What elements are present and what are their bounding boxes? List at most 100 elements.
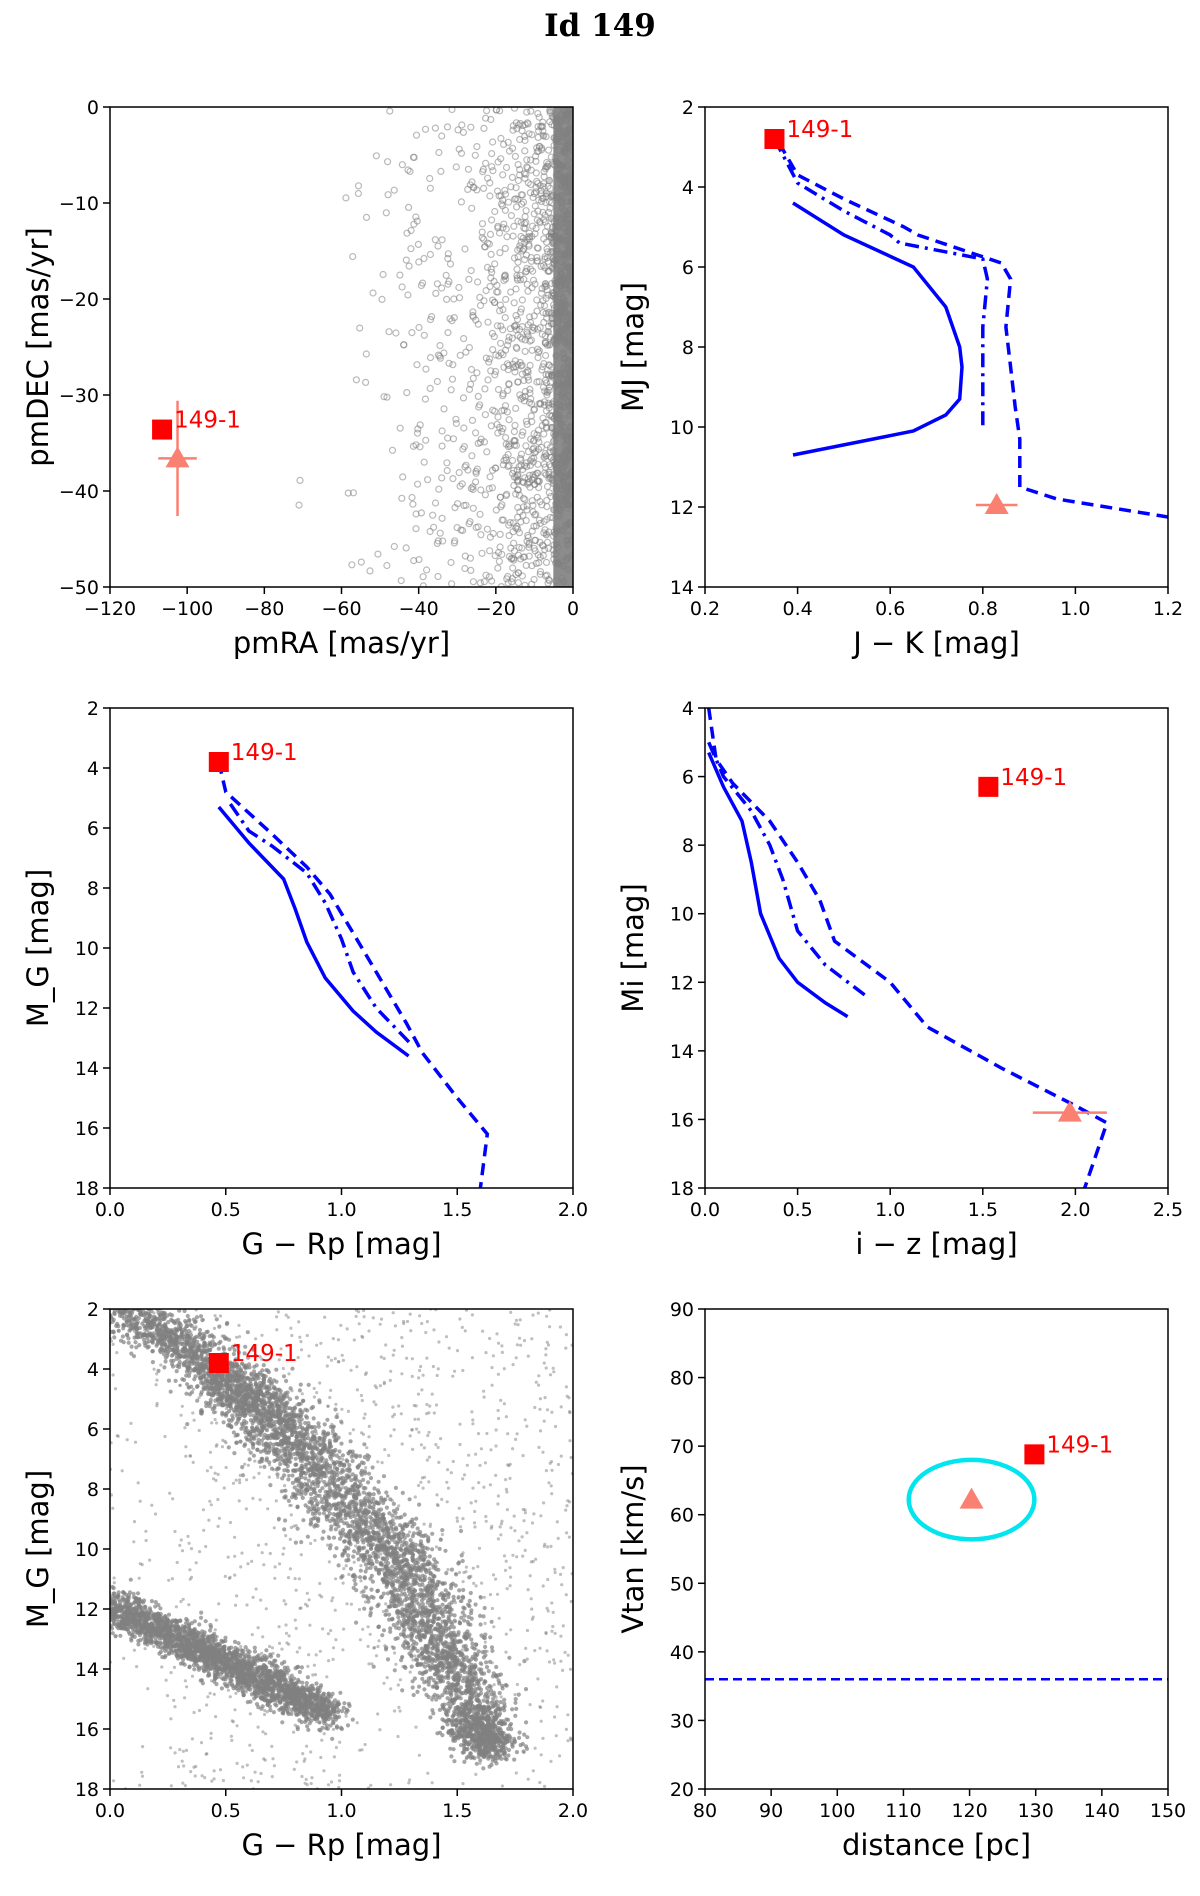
field-star	[447, 558, 455, 567]
field-star	[276, 1404, 281, 1409]
field-star	[440, 405, 448, 413]
field-star	[451, 504, 459, 512]
field-star	[486, 282, 494, 291]
field-star	[512, 285, 520, 293]
x-tick-label: −120	[84, 598, 136, 620]
y-tick-label: 2	[87, 698, 99, 720]
field-star	[474, 439, 482, 447]
field-star	[483, 1653, 488, 1658]
field-star	[455, 469, 463, 477]
field-star	[426, 184, 434, 192]
field-star	[95, 1291, 99, 1295]
field-star	[481, 385, 489, 393]
field-star	[528, 476, 536, 484]
x-tick-label: 1.2	[1153, 598, 1183, 620]
field-star	[523, 163, 531, 171]
field-star	[528, 580, 536, 587]
field-star	[414, 425, 422, 433]
field-star	[100, 1310, 104, 1314]
field-star	[133, 1340, 138, 1345]
field-star	[300, 1495, 305, 1500]
field-star	[511, 421, 519, 429]
field-star	[543, 496, 551, 504]
field-star	[395, 1506, 400, 1512]
field-star	[440, 1733, 445, 1738]
field-star-core	[553, 107, 573, 587]
field-star	[537, 289, 546, 297]
field-star	[523, 280, 531, 288]
field-star	[461, 463, 469, 471]
field-star	[185, 1313, 190, 1319]
field-star	[543, 388, 552, 397]
field-star	[473, 369, 481, 377]
field-star	[509, 539, 518, 547]
field-star	[121, 1303, 125, 1307]
field-star	[418, 1605, 423, 1610]
field-star	[388, 446, 397, 454]
field-star	[529, 501, 537, 509]
field-star	[500, 220, 508, 228]
field-star	[457, 526, 465, 534]
field-star	[344, 489, 352, 497]
field-star	[495, 1756, 500, 1761]
field-star	[262, 1464, 267, 1469]
field-star	[506, 1726, 511, 1731]
field-star	[456, 482, 464, 490]
field-star	[448, 580, 456, 587]
field-star	[482, 287, 490, 295]
field-star	[514, 161, 522, 169]
field-star	[472, 429, 480, 437]
field-star	[499, 461, 507, 469]
field-star	[516, 135, 524, 144]
field-star	[444, 329, 452, 337]
field-star	[461, 1587, 466, 1593]
field-star	[508, 456, 517, 465]
field-star	[296, 476, 304, 484]
x-tick-label: 2.5	[1153, 1199, 1183, 1221]
field-star	[471, 151, 479, 159]
field-star	[423, 566, 431, 574]
y-tick-label: 16	[75, 1118, 99, 1140]
field-star	[491, 260, 499, 268]
y-tick-label: 14	[670, 1041, 694, 1063]
field-star	[417, 1628, 422, 1633]
field-star	[521, 496, 529, 504]
y-tick-label: 8	[682, 835, 694, 857]
field-star	[398, 494, 406, 502]
field-star	[185, 1382, 190, 1387]
field-star	[409, 153, 417, 161]
field-star	[358, 1568, 363, 1573]
field-star	[521, 132, 529, 140]
field-star	[499, 424, 507, 433]
field-star	[468, 178, 476, 186]
field-star	[240, 1465, 245, 1470]
field-star	[376, 1624, 381, 1629]
field-star	[531, 536, 540, 544]
field-star	[502, 346, 510, 354]
field-star	[513, 466, 521, 474]
field-star	[476, 301, 485, 310]
field-star	[499, 516, 507, 524]
field-star	[539, 183, 547, 191]
y-tick-label: 6	[87, 818, 99, 840]
field-star	[394, 1527, 399, 1532]
field-star	[505, 552, 514, 561]
field-star	[541, 211, 549, 219]
field-star	[295, 501, 303, 509]
field-star	[389, 1617, 395, 1622]
field-star	[521, 174, 529, 182]
x-tick-label: 0.2	[690, 598, 720, 620]
field-star	[246, 1355, 251, 1360]
field-star	[501, 244, 509, 252]
field-star	[485, 485, 493, 493]
field-star	[402, 1608, 407, 1613]
field-star	[268, 1376, 273, 1381]
field-star	[444, 434, 452, 442]
field-star	[464, 165, 472, 173]
field-star	[137, 1343, 142, 1348]
field-star	[525, 539, 533, 547]
field-star	[363, 1585, 368, 1590]
field-star	[409, 500, 417, 508]
field-star	[514, 486, 522, 494]
field-star	[103, 1319, 107, 1323]
